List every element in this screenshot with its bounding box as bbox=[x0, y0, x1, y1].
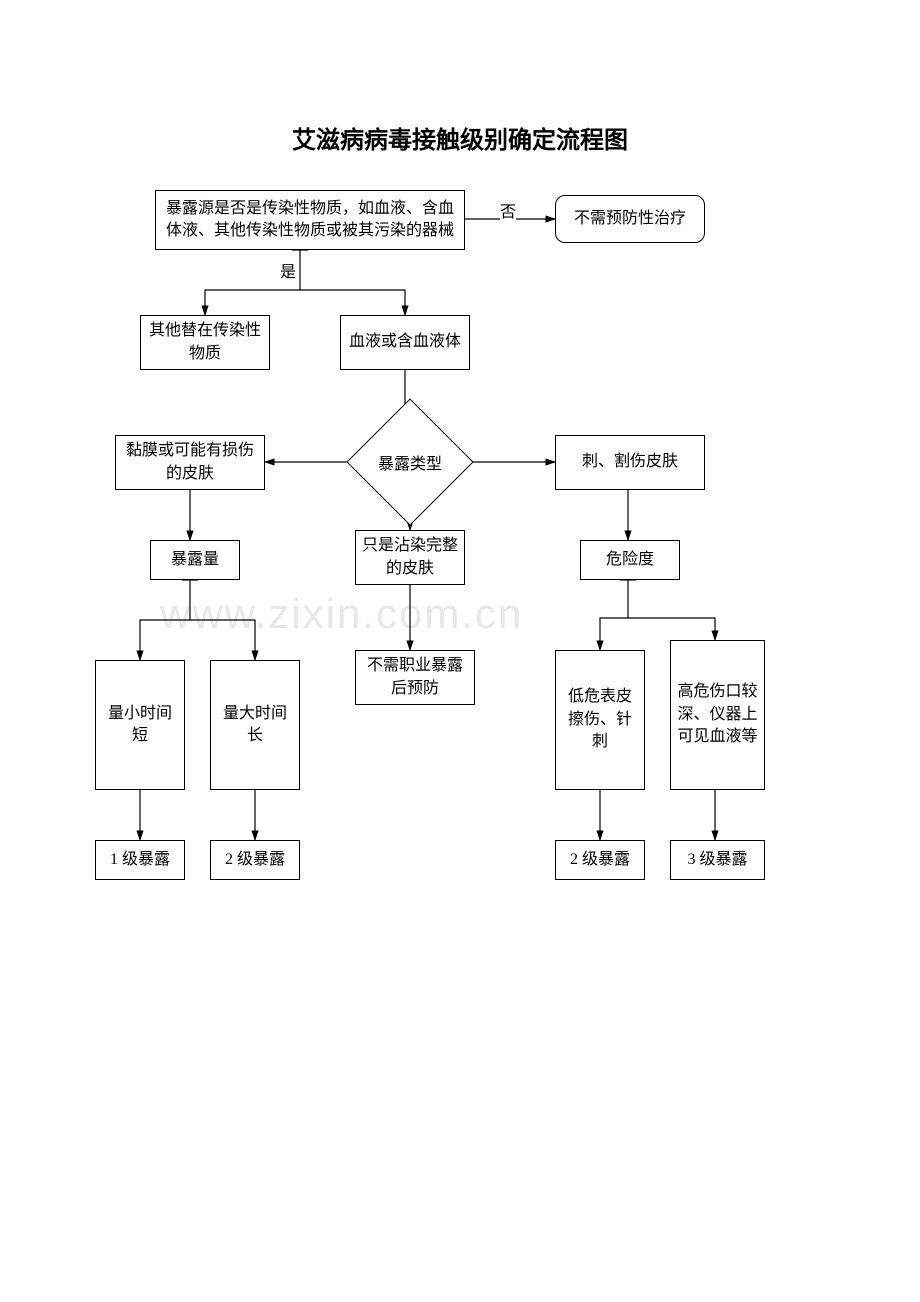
edge-label-yes: 是 bbox=[280, 258, 296, 282]
watermark: www.zixin.com.cn bbox=[160, 590, 523, 638]
node-mucous: 黏膜或可能有损伤的皮肤 bbox=[115, 435, 265, 490]
decision-label: 暴露类型 bbox=[365, 417, 455, 507]
node-risk: 危险度 bbox=[580, 540, 680, 580]
node-high-risk: 高危伤口较深、仪器上可见血液等 bbox=[670, 640, 765, 790]
node-low-risk: 低危表皮擦伤、针刺 bbox=[555, 650, 645, 790]
node-level-2b: 2 级暴露 bbox=[555, 840, 645, 880]
node-large: 量大时间长 bbox=[210, 660, 300, 790]
node-blood: 血液或含血液体 bbox=[340, 315, 470, 370]
node-small: 量小时间短 bbox=[95, 660, 185, 790]
node-no-occupational: 不需职业暴露后预防 bbox=[355, 650, 475, 705]
node-amount: 暴露量 bbox=[150, 540, 240, 580]
page: www.zixin.com.cn 艾滋病病毒接触级别确定流程图 暴露类型 否 是… bbox=[0, 0, 920, 1302]
node-level-3: 3 级暴露 bbox=[670, 840, 765, 880]
node-intact-skin: 只是沾染完整的皮肤 bbox=[355, 530, 465, 585]
node-source-question: 暴露源是否是传染性物质，如血液、含血体液、其他传染性物质或被其污染的器械 bbox=[155, 190, 465, 250]
node-other-substance: 其他替在传染性物质 bbox=[140, 315, 270, 370]
node-no-prevention: 不需预防性治疗 bbox=[555, 195, 705, 243]
node-level-2a: 2 级暴露 bbox=[210, 840, 300, 880]
decision-exposure-type: 暴露类型 bbox=[365, 417, 455, 507]
page-title: 艾滋病病毒接触级别确定流程图 bbox=[0, 120, 920, 155]
node-cut: 刺、割伤皮肤 bbox=[555, 435, 705, 490]
node-level-1: 1 级暴露 bbox=[95, 840, 185, 880]
edge-label-no: 否 bbox=[500, 198, 516, 222]
